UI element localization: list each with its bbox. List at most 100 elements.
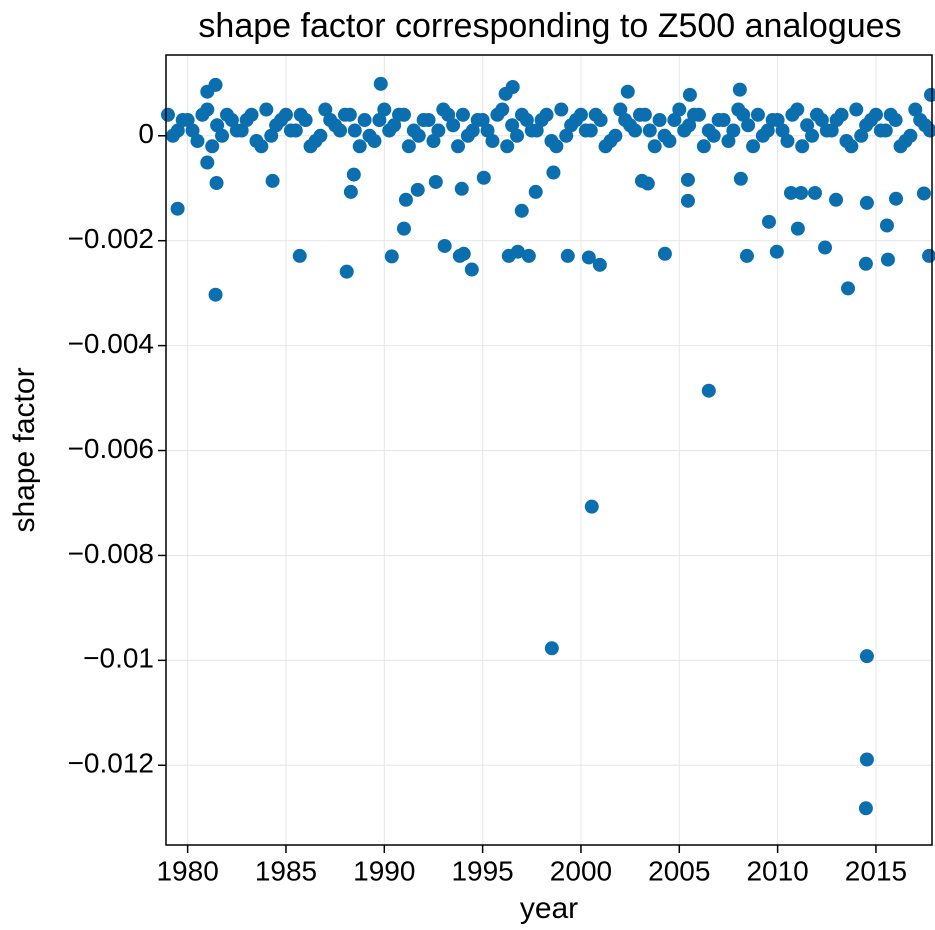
point [858,256,873,271]
point [401,139,416,154]
point [814,113,829,128]
point [205,139,220,154]
point [618,113,633,128]
point [642,123,657,138]
point [844,139,859,154]
point [254,139,269,154]
point [293,107,308,122]
x-axis-label: year [520,892,578,925]
point [165,128,180,143]
point [824,123,839,138]
point [539,107,554,122]
point [592,257,607,272]
point [244,107,259,122]
point [893,139,908,154]
point [805,128,820,143]
point [883,107,898,122]
point [339,264,354,279]
point [259,102,274,117]
point [437,238,452,253]
point [628,123,643,138]
point [755,128,770,143]
point [274,113,289,128]
point [721,134,736,149]
point [913,113,928,128]
point [680,193,695,208]
point [505,118,520,133]
point [377,102,392,117]
point [769,244,784,259]
point [428,174,443,189]
point [446,118,461,133]
point [347,123,362,138]
point [480,123,495,138]
point [858,801,873,816]
point [680,172,695,187]
point [170,201,185,216]
point [657,128,672,143]
point [185,123,200,138]
point [785,107,800,122]
point [916,186,931,201]
point [701,383,716,398]
point [546,165,561,180]
point [313,128,328,143]
y-tick-label: 0 [138,118,154,149]
x-tick-label: 1985 [255,855,317,886]
point [514,203,529,218]
point [750,107,765,122]
point [889,191,904,206]
point [672,102,687,117]
y-tick-label: −0.006 [68,433,154,464]
point [783,185,798,200]
x-tick-label: 2010 [746,855,808,886]
point [529,123,544,138]
point [879,218,894,233]
point [726,123,741,138]
point [160,107,175,122]
point [569,113,584,128]
point [410,182,425,197]
point [657,246,672,261]
point [807,185,822,200]
point [264,128,279,143]
point [795,139,810,154]
chart-title: shape factor corresponding to Z500 analo… [198,7,901,45]
y-tick-label: −0.004 [68,328,154,359]
point [490,107,505,122]
point [834,107,849,122]
point [637,107,652,122]
y-axis-label: shape factor [8,367,41,532]
x-tick-label: 1990 [353,855,415,886]
point [323,113,338,128]
point [460,128,475,143]
point [924,87,935,102]
y-tick-label: −0.012 [68,748,154,779]
point [903,128,918,143]
point [818,240,833,255]
x-tick-label: 2005 [648,855,710,886]
point [859,649,874,664]
point [554,102,569,117]
point [343,184,358,199]
point [352,139,367,154]
y-tick-label: −0.008 [68,538,154,569]
point [470,113,485,128]
point [560,248,575,263]
point [451,139,466,154]
point [841,281,856,296]
point [736,107,751,122]
point [746,139,761,154]
point [372,113,387,128]
point [234,123,249,138]
point [411,128,426,143]
point [780,134,795,149]
y-tick-label: −0.002 [68,223,154,254]
point [373,76,388,91]
point [677,123,692,138]
point [200,155,215,170]
point [421,113,436,128]
point [215,128,230,143]
point [528,184,543,199]
point [396,221,411,236]
